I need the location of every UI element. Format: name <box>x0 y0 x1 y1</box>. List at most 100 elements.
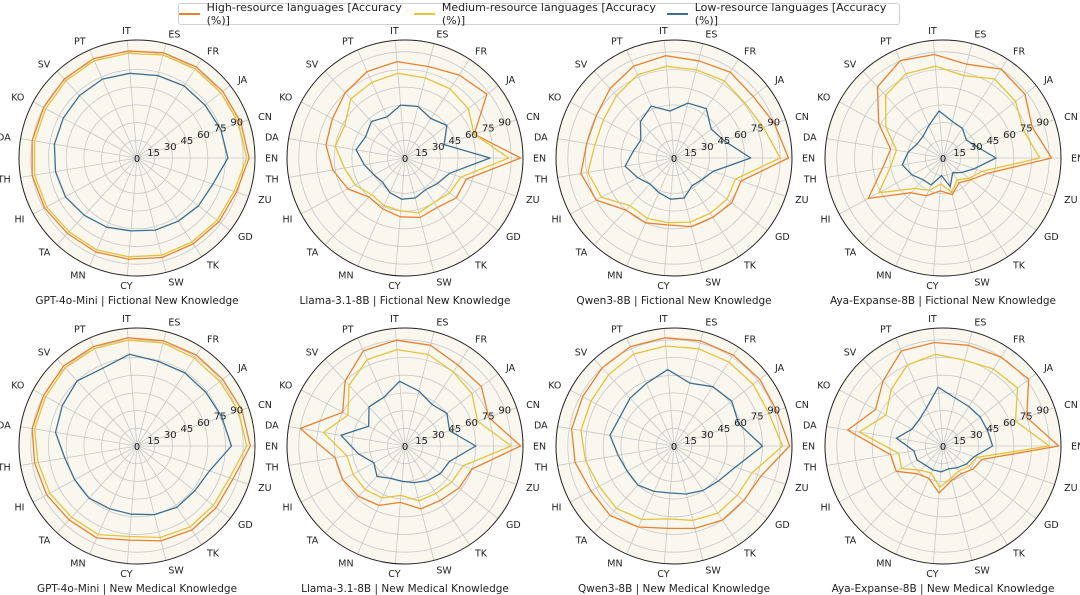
category-label-gd: GD <box>775 520 790 531</box>
grid-spoke <box>404 157 435 273</box>
category-label-mn: MN <box>70 271 85 282</box>
radial-tick-label: 30 <box>701 430 714 441</box>
category-label-sv: SV <box>306 59 319 70</box>
category-label-es: ES <box>705 317 717 328</box>
legend: High-resource languages [Accuracy (%)] M… <box>178 1 900 27</box>
category-label-hi: HI <box>282 502 292 513</box>
grid-spoke <box>942 373 1037 447</box>
grid-spoke <box>673 43 704 159</box>
grid-spoke <box>136 58 202 159</box>
grid-spoke <box>56 157 138 246</box>
category-label-fr: FR <box>744 46 756 57</box>
chart-title: GPT-4o-Mini | New Medical Knowledge <box>37 583 237 595</box>
radial-tick-label: 15 <box>953 436 966 447</box>
radial-tick-label: 15 <box>415 148 428 159</box>
category-label-en: EN <box>1071 154 1080 165</box>
radial-tick-label: 30 <box>432 142 445 153</box>
grid-spoke <box>570 157 675 215</box>
chart-title: Llama-3.1-8B | New Medical Knowledge <box>301 583 509 595</box>
grid-spoke <box>20 157 138 178</box>
radial-tick-label: 0 <box>134 442 140 453</box>
category-label-pt: PT <box>342 324 354 335</box>
grid-spoke <box>324 358 406 447</box>
grid-spoke <box>324 157 406 246</box>
grid-spoke <box>942 157 1008 258</box>
category-label-cn: CN <box>1064 400 1078 411</box>
grid-spoke <box>357 157 406 267</box>
radial-tick-label: 15 <box>147 436 160 447</box>
polar-frame <box>824 39 1062 277</box>
category-label-da: DA <box>0 132 11 143</box>
grid-spoke <box>570 445 675 503</box>
category-label-mn: MN <box>338 271 353 282</box>
category-label-th: TH <box>0 463 11 474</box>
grid-spoke <box>942 407 1055 447</box>
radial-tick-label: 45 <box>718 136 731 147</box>
category-label-da: DA <box>265 132 279 143</box>
category-label-zu: ZU <box>258 195 272 206</box>
series-medium-line <box>580 345 784 522</box>
grid-spoke <box>557 157 675 178</box>
legend-swatch-high <box>179 13 200 15</box>
grid-spoke <box>673 373 768 447</box>
radial-tick-label: 15 <box>147 148 160 159</box>
grid-spoke <box>895 337 944 447</box>
category-label-cn: CN <box>795 112 809 123</box>
series-medium-line <box>878 65 1041 194</box>
category-label-cy: CY <box>120 569 132 580</box>
category-label-ta: TA <box>38 248 51 259</box>
series-low-line <box>355 104 491 200</box>
radar-chart-7: 0153045607590ENCNJAFRESITPTSVKODATHHITAM… <box>534 314 815 595</box>
grid-spoke <box>404 373 499 447</box>
radial-tick-label: 45 <box>449 424 462 435</box>
grid-spoke <box>932 445 944 564</box>
category-label-cy: CY <box>657 569 669 580</box>
radial-tick-label: 45 <box>718 424 731 435</box>
radial-tick-label: 60 <box>734 418 747 429</box>
category-label-da: DA <box>803 420 817 431</box>
series-high-line <box>31 50 250 260</box>
grid-spoke <box>357 337 406 447</box>
category-label-fr: FR <box>207 46 219 57</box>
grid-spoke <box>136 119 249 159</box>
grid-spoke <box>404 119 517 159</box>
category-label-ta: TA <box>306 248 319 259</box>
radial-tick-label: 90 <box>230 118 243 129</box>
grid-spoke <box>126 328 138 447</box>
grid-spoke <box>942 157 973 273</box>
grid-spoke <box>626 337 675 447</box>
category-label-hi: HI <box>14 502 24 513</box>
legend-label-high: High-resource languages [Accuracy (%)] <box>206 1 402 27</box>
grid-spoke <box>404 346 470 447</box>
category-label-sw: SW <box>705 278 721 289</box>
category-label-th: TH <box>265 463 279 474</box>
category-label-cy: CY <box>388 281 400 292</box>
grid-spoke <box>557 138 675 159</box>
category-label-en: EN <box>802 442 815 453</box>
chart-title: Qwen3-8B | New Medical Knowledge <box>578 583 770 595</box>
category-label-da: DA <box>803 132 817 143</box>
polar-frame <box>824 327 1062 565</box>
grid-spoke <box>404 85 499 159</box>
category-label-ta: TA <box>306 536 319 547</box>
radial-tick-label: 75 <box>214 412 227 423</box>
radial-tick-label: 0 <box>402 154 408 165</box>
grid-spoke <box>942 445 1008 546</box>
category-label-cy: CY <box>388 569 400 580</box>
grid-spoke <box>942 331 973 447</box>
category-label-sw: SW <box>705 566 721 577</box>
category-label-tk: TK <box>743 549 757 560</box>
radar-chart-6: 0153045607590ENCNJAFRESITPTSVKODATHHITAM… <box>265 314 546 595</box>
category-label-es: ES <box>168 29 180 40</box>
polar-frame <box>286 39 524 277</box>
series-high-line <box>570 337 791 530</box>
grid-spoke <box>20 138 138 159</box>
category-label-ja: JA <box>505 75 516 86</box>
category-label-ko: KO <box>817 93 830 104</box>
grid-spoke <box>932 40 944 159</box>
category-label-da: DA <box>534 132 548 143</box>
category-label-cy: CY <box>120 281 132 292</box>
series-low-line <box>895 386 994 473</box>
grid-spoke <box>136 157 167 273</box>
